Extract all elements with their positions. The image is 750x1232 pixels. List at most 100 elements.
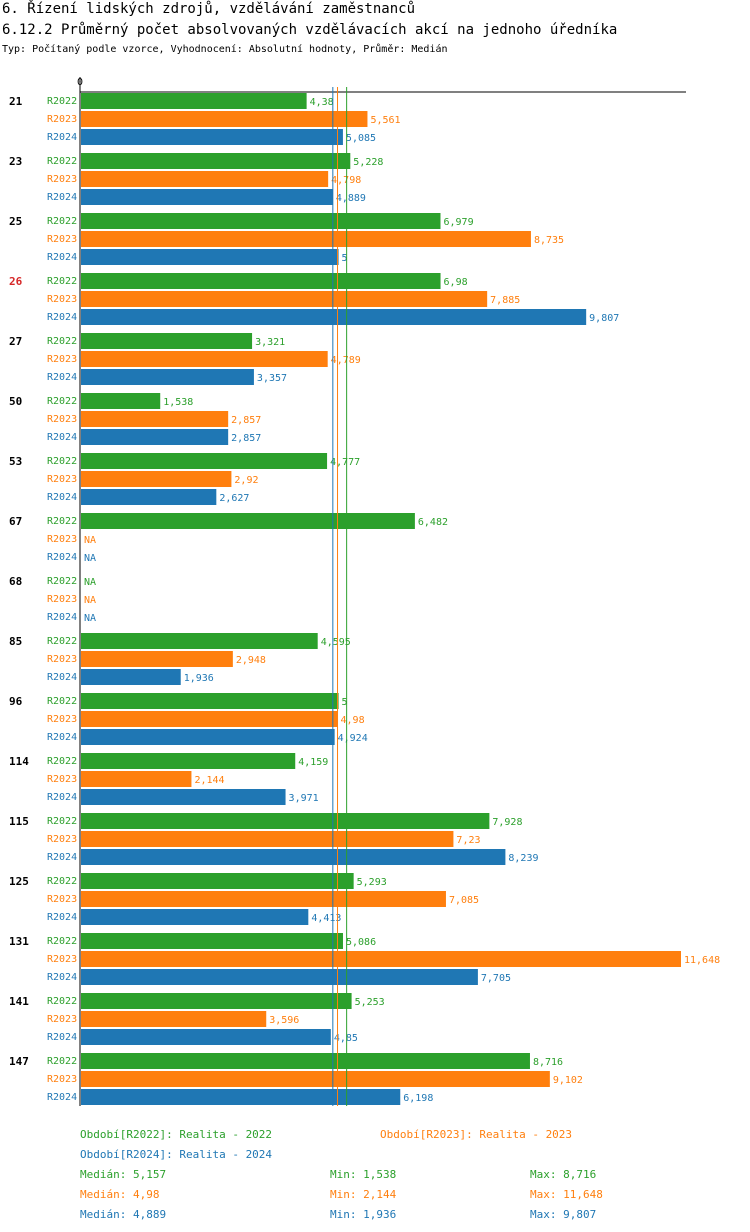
series-label: R2022	[47, 996, 77, 1007]
series-label: R2023	[47, 654, 77, 665]
median-r2022: Medián: 5,157	[80, 1168, 167, 1181]
median-r2024: Medián: 4,889	[80, 1208, 167, 1221]
series-label: R2023	[47, 114, 77, 125]
series-label: R2023	[47, 534, 77, 545]
value-label: 4,98	[341, 715, 365, 726]
bar	[81, 789, 286, 805]
bar	[81, 309, 587, 325]
bar	[81, 453, 328, 469]
value-label: 2,144	[194, 775, 224, 786]
bar	[81, 771, 192, 787]
value-label: NA	[84, 595, 96, 606]
bar	[81, 729, 335, 745]
series-label: R2024	[47, 1032, 77, 1043]
series-label: R2024	[47, 1092, 77, 1103]
series-label: R2024	[47, 732, 77, 743]
max-r2022: Max: 8,716	[530, 1168, 597, 1181]
category-label: 131	[9, 935, 29, 948]
value-label: 9,102	[553, 1075, 583, 1086]
category-label: 68	[9, 575, 22, 588]
bar	[81, 753, 296, 769]
series-label: R2023	[47, 294, 77, 305]
series-label: R2023	[47, 474, 77, 485]
bar	[81, 429, 229, 445]
value-label: 9,807	[589, 313, 619, 324]
value-label: 5,561	[370, 115, 400, 126]
bar	[81, 813, 490, 829]
value-label: 5,293	[357, 877, 387, 888]
section-title: 6. Řízení lidských zdrojů, vzdělávání za…	[2, 1, 416, 17]
series-label: R2023	[47, 594, 77, 605]
value-label: 4,85	[334, 1033, 358, 1044]
category-label: 114	[9, 755, 29, 768]
value-label: 7,885	[490, 295, 520, 306]
chart-subtitle: Typ: Počítaný podle vzorce, Vyhodnocení:…	[2, 44, 448, 55]
series-label: R2024	[47, 552, 77, 563]
legend-r2023: Období[R2023]: Realita - 2023	[380, 1128, 573, 1141]
series-label: R2022	[47, 696, 77, 707]
value-label: 4,159	[298, 757, 328, 768]
value-label: 3,357	[257, 373, 287, 384]
value-label: 1,538	[163, 397, 193, 408]
series-label: R2024	[47, 912, 77, 923]
bar	[81, 153, 351, 169]
max-r2023: Max: 11,648	[530, 1188, 603, 1201]
category-label: 25	[9, 215, 22, 228]
value-label: 2,948	[236, 655, 266, 666]
value-label: 4,789	[331, 355, 361, 366]
value-label: 2,627	[219, 493, 249, 504]
value-label: 11,648	[684, 955, 720, 966]
series-label: R2022	[47, 816, 77, 827]
series-label: R2022	[47, 576, 77, 587]
series-label: R2023	[47, 714, 77, 725]
series-label: R2024	[47, 312, 77, 323]
category-label: 115	[9, 815, 29, 828]
bar	[81, 1011, 267, 1027]
value-label: NA	[84, 553, 96, 564]
value-label: 5,086	[346, 937, 376, 948]
category-label: 26	[9, 275, 23, 288]
legend-r2022: Období[R2022]: Realita - 2022	[80, 1128, 273, 1141]
value-label: 1,936	[184, 673, 214, 684]
series-label: R2022	[47, 396, 77, 407]
bar	[81, 471, 232, 487]
bar	[81, 891, 446, 907]
category-label: 53	[9, 455, 22, 468]
chart-title: 6.12.2 Průměrný počet absolvovaných vzdě…	[2, 22, 618, 38]
bar	[81, 849, 506, 865]
value-label: 6,198	[403, 1093, 433, 1104]
bar	[81, 291, 488, 307]
series-label: R2023	[47, 234, 77, 245]
category-label: 27	[9, 335, 22, 348]
bar	[81, 489, 217, 505]
series-label: R2024	[47, 372, 77, 383]
bar	[81, 669, 181, 685]
value-label: 4,595	[321, 637, 351, 648]
min-r2022: Min: 1,538	[330, 1168, 397, 1181]
value-label: 5,253	[355, 997, 385, 1008]
series-label: R2024	[47, 792, 77, 803]
bar	[81, 231, 531, 247]
category-label: 67	[9, 515, 22, 528]
bar	[81, 411, 229, 427]
series-label: R2024	[47, 432, 77, 443]
series-label: R2023	[47, 1074, 77, 1085]
bar-chart: 0 21 R2022 4,38 R2023 5,561 R2024 5,085 23 R2022 5…	[9, 77, 720, 1106]
legend-r2024: Období[R2024]: Realita - 2024	[80, 1148, 273, 1161]
series-label: R2022	[47, 156, 77, 167]
series-label: R2022	[47, 876, 77, 887]
series-label: R2022	[47, 216, 77, 227]
category-label: 50	[9, 395, 22, 408]
value-label: 3,971	[289, 793, 319, 804]
value-label: 6,979	[443, 217, 473, 228]
bar	[81, 1071, 550, 1087]
bar	[81, 513, 415, 529]
bar	[81, 213, 441, 229]
value-label: 6,482	[418, 517, 448, 528]
bar	[81, 831, 454, 847]
max-r2024: Max: 9,807	[530, 1208, 597, 1221]
series-label: R2024	[47, 972, 77, 983]
value-label: 7,085	[449, 895, 479, 906]
series-label: R2023	[47, 414, 77, 425]
bar	[81, 129, 343, 145]
